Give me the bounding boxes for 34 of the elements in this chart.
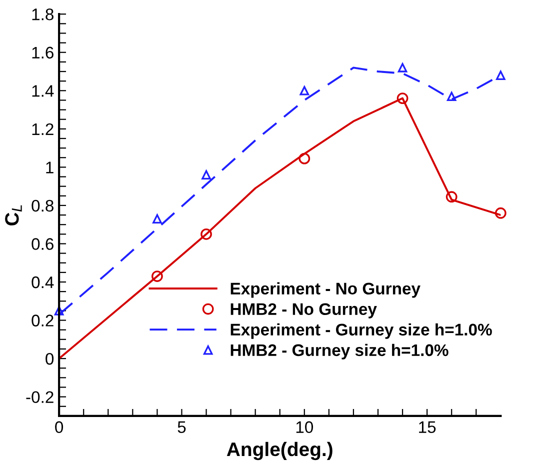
- point: [496, 70, 506, 80]
- y-tick-label: 1.4: [32, 85, 54, 97]
- x-tick-label: 10: [296, 421, 314, 434]
- point: [152, 270, 163, 282]
- x-tick-label: 15: [419, 421, 436, 434]
- x-tick-label: 0: [55, 421, 64, 434]
- point: [298, 152, 310, 164]
- point: [152, 214, 162, 224]
- y-tick-label: 0: [46, 352, 54, 365]
- y-tick-label: 1: [46, 162, 54, 174]
- point: [54, 306, 64, 316]
- y-tick-label: 1.6: [32, 46, 54, 59]
- x-tick-label: 5: [178, 421, 186, 434]
- legend-label: Experiment - No Gurney: [230, 282, 420, 298]
- point: [446, 191, 458, 203]
- point: [202, 170, 211, 180]
- point: [200, 228, 212, 240]
- point: [300, 86, 310, 96]
- point: [446, 92, 456, 102]
- y-tick-label: 0.8: [32, 200, 54, 212]
- y-tick-label: 1.2: [32, 123, 54, 135]
- legend-label: Experiment - Gurney size h=1.0%: [230, 323, 492, 339]
- x-axis-title: Angle(deg.): [226, 442, 332, 460]
- y-tick-label: 0.2: [32, 314, 54, 326]
- legend-label: HMB2 - No Gurney: [230, 303, 377, 318]
- y-tick-label: 0.6: [32, 238, 54, 250]
- point: [398, 63, 408, 72]
- y-tick-label: 0.4: [32, 276, 54, 288]
- y-axis-title: C$_{L}$: [5, 205, 22, 226]
- y-tick-label: 1.8: [32, 8, 54, 20]
- point: [396, 92, 408, 104]
- y-tick-label: -0.2: [26, 391, 54, 404]
- legend-label: HMB2 - Gurney size h=1.0%: [230, 344, 448, 360]
- point: [494, 207, 506, 219]
